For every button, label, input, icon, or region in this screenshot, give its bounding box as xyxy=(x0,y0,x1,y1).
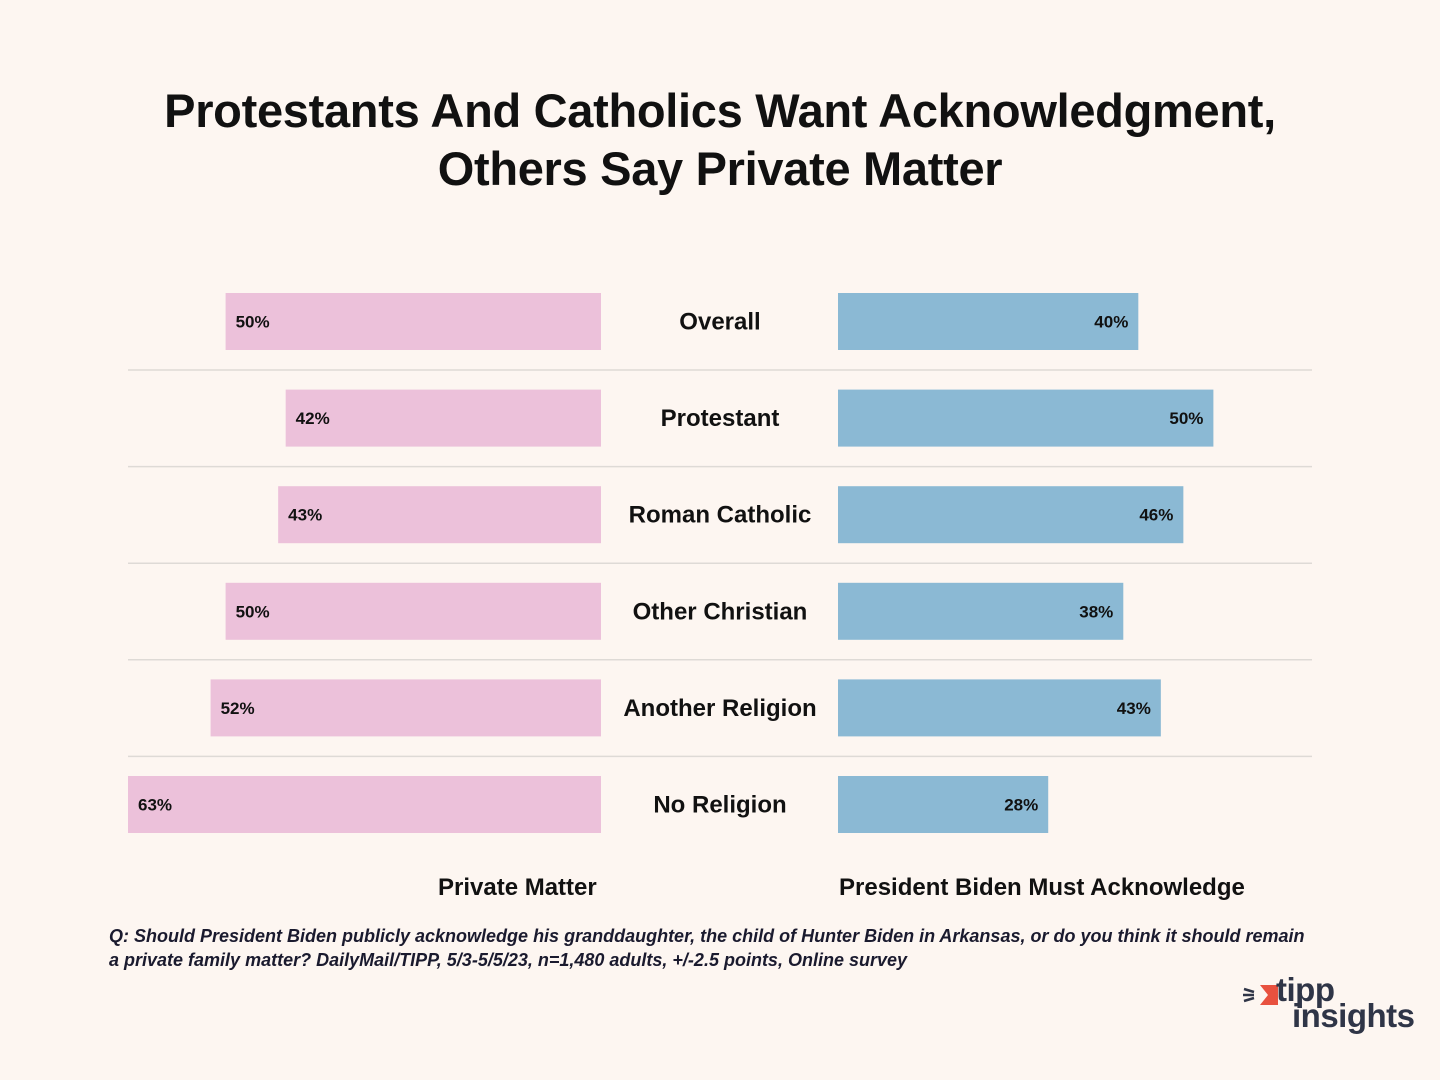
bar-private-roman-catholic xyxy=(278,486,601,544)
survey-footnote: Q: Should President Biden publicly ackno… xyxy=(109,926,1305,970)
label-private-another-religion: 52% xyxy=(221,699,255,718)
category-label-no-religion: No Religion xyxy=(653,792,786,819)
label-acknowledge-other-christian: 38% xyxy=(1079,602,1113,621)
label-acknowledge-another-religion: 43% xyxy=(1117,699,1151,718)
bar-private-no-religion xyxy=(128,776,601,833)
category-label-overall: Overall xyxy=(679,309,760,336)
legend-private-matter: Private Matter xyxy=(438,874,597,901)
category-label-roman-catholic: Roman Catholic xyxy=(629,502,812,529)
bar-private-protestant xyxy=(285,389,601,447)
bar-private-overall xyxy=(225,293,601,350)
tipp-insights-logo: tipp insights xyxy=(1242,971,1432,1040)
logo-text-insights: insights xyxy=(1292,997,1415,1034)
chart-title-line-2: Others Say Private Matter xyxy=(437,142,1003,195)
label-private-no-religion: 63% xyxy=(138,796,172,815)
category-label-another-religion: Another Religion xyxy=(623,695,816,722)
label-private-overall: 50% xyxy=(236,313,270,332)
bar-acknowledge-roman-catholic xyxy=(838,486,1184,544)
bar-private-other-christian xyxy=(225,582,601,640)
chart-title-line-1: Protestants And Catholics Want Acknowled… xyxy=(164,84,1276,137)
bar-acknowledge-other-christian xyxy=(838,582,1124,640)
label-acknowledge-roman-catholic: 46% xyxy=(1139,506,1173,525)
label-private-other-christian: 50% xyxy=(236,602,270,621)
label-private-protestant: 42% xyxy=(296,409,330,428)
label-acknowledge-protestant: 50% xyxy=(1169,409,1203,428)
chart-title: Protestants And Catholics Want Acknowled… xyxy=(0,82,1440,198)
label-acknowledge-overall: 40% xyxy=(1094,313,1128,332)
megaphone-icon xyxy=(1243,985,1278,1005)
bar-acknowledge-overall xyxy=(838,293,1139,350)
category-label-other-christian: Other Christian xyxy=(633,598,808,625)
label-private-roman-catholic: 43% xyxy=(288,506,322,525)
legend-must-acknowledge: President Biden Must Acknowledge xyxy=(839,874,1245,901)
bar-acknowledge-protestant xyxy=(838,389,1214,447)
category-label-protestant: Protestant xyxy=(661,405,780,432)
label-acknowledge-no-religion: 28% xyxy=(1004,796,1038,815)
bar-acknowledge-no-religion xyxy=(838,776,1049,833)
bar-acknowledge-another-religion xyxy=(838,679,1161,737)
bar-private-another-religion xyxy=(210,679,602,737)
logo-text-tipp: tipp xyxy=(1276,971,1335,1008)
